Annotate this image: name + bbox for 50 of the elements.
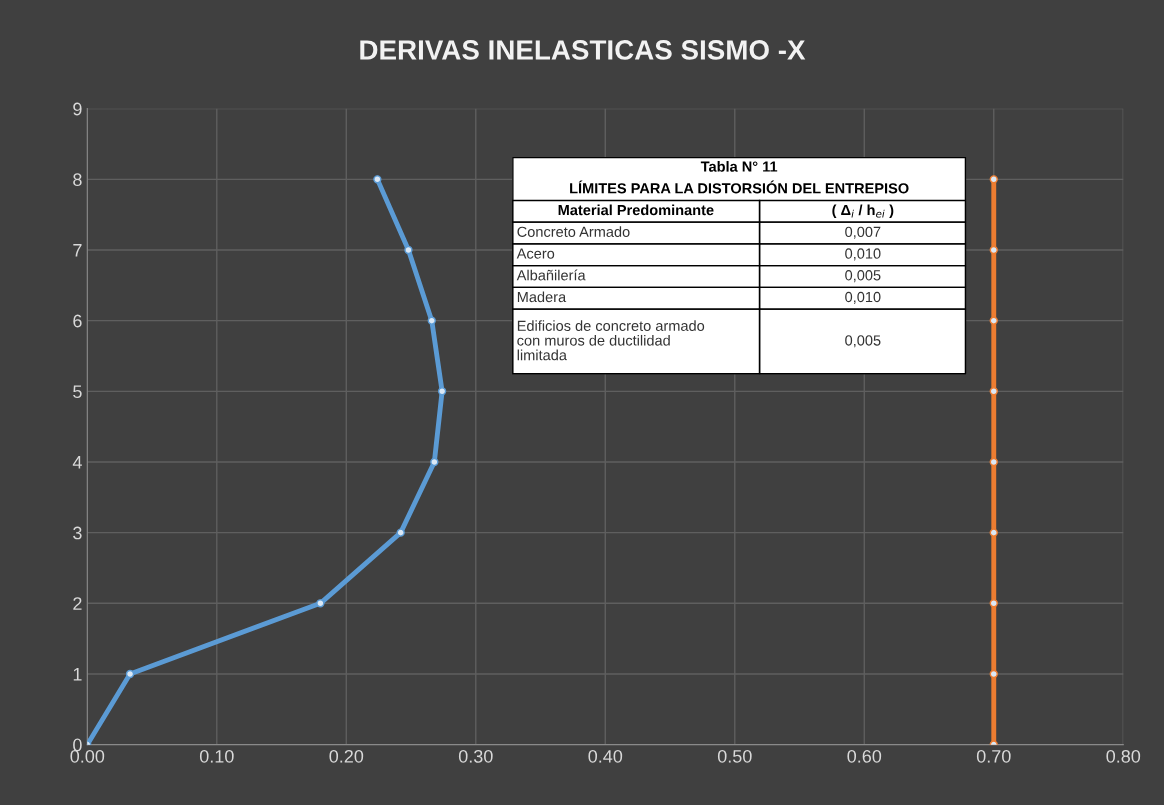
y-tick-label: 4 (72, 456, 82, 469)
annotation: 0,007 (845, 226, 881, 239)
annotation: Madera (517, 291, 567, 303)
chart-title: DERIVAS INELASTICAS SISMO -X (360, 40, 806, 60)
point (989, 599, 998, 608)
annotation: Material Predominante (558, 204, 714, 216)
point (125, 669, 135, 679)
point (989, 528, 998, 537)
annotation: Tabla N° 11 (700, 161, 778, 172)
annotation: 0,010 (845, 291, 881, 304)
annotation: 0,005 (845, 335, 881, 348)
point (396, 528, 405, 537)
annotation: Albañilería (516, 269, 586, 281)
y-tick-label: 8 (73, 173, 82, 187)
y-tick-label: 7 (73, 244, 82, 257)
point (989, 669, 998, 679)
point (316, 599, 325, 608)
point (373, 175, 382, 184)
annotation: 0,005 (845, 270, 881, 283)
point (989, 457, 998, 467)
point (989, 387, 998, 396)
x-tick-label: 0.20 (329, 749, 364, 763)
y-tick-label: 3 (73, 526, 82, 540)
annotation: Acero (516, 248, 555, 259)
y-tick-label: 9 (73, 102, 82, 116)
point (989, 175, 998, 184)
x-tick-label: 0.60 (847, 749, 882, 763)
x-tick-label: 0.80 (1106, 749, 1141, 763)
y-tick-label: 2 (73, 597, 82, 610)
y-tick-label: 1 (73, 668, 82, 681)
annotation: 0,010 (845, 248, 881, 261)
x-tick-label: 0.70 (976, 749, 1011, 763)
point (989, 245, 998, 255)
y-tick-label: 6 (73, 314, 82, 328)
x-tick-label: 0.40 (588, 749, 623, 763)
annotation: ( Δ$_{i}$ / h$_{ei}$ ) (832, 204, 894, 219)
point (430, 457, 439, 467)
x-tick-label: 0.10 (199, 749, 234, 763)
y-tick-label: 0 (73, 738, 82, 752)
point (989, 316, 998, 325)
point (427, 316, 436, 325)
point (437, 387, 447, 396)
annotation: LÍMITES PARA LA DISTORSIÓN DEL ENTREPISO (570, 180, 909, 194)
x-tick-label: 0.50 (717, 749, 752, 763)
x-tick-label: 0.00 (70, 749, 105, 763)
annotation: Edificios de concreto armado con muros de ductilidad limitada (517, 320, 705, 361)
annotation: Concreto Armado (517, 226, 630, 237)
point (404, 245, 413, 255)
y-tick-label: 5 (73, 385, 82, 399)
x-tick-label: 0.30 (458, 749, 493, 763)
